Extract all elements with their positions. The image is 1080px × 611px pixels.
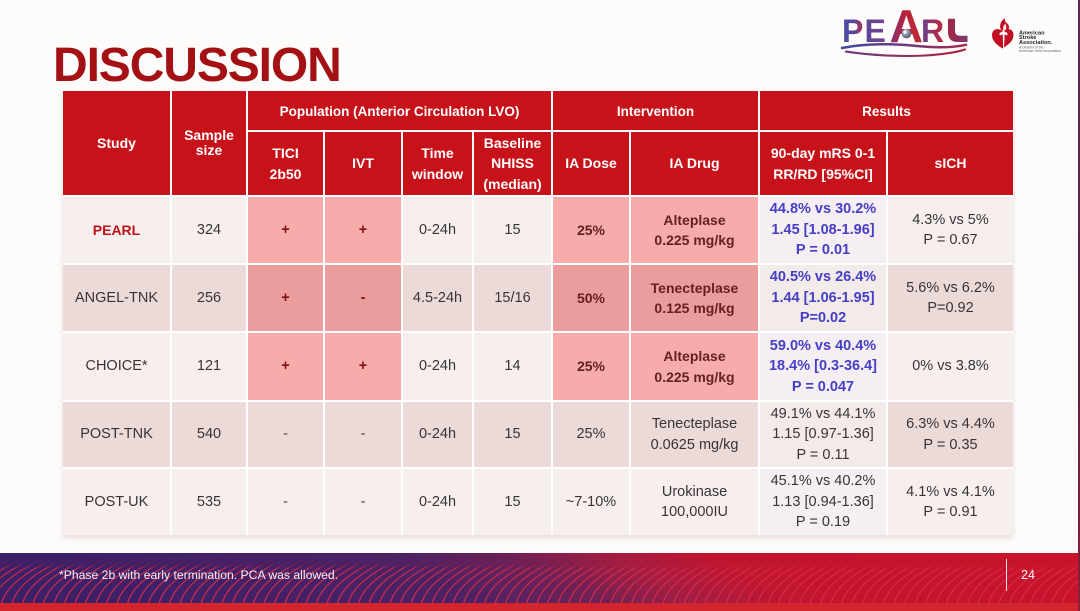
svg-text:A Division of the: A Division of the [1018, 45, 1043, 49]
svg-text:R: R [921, 13, 944, 49]
svg-text:Stroke: Stroke [1019, 35, 1036, 41]
svg-text:American: American [1019, 30, 1045, 36]
svg-text:E: E [865, 13, 886, 49]
svg-text:Association.: Association. [1019, 40, 1053, 46]
svg-text:P: P [842, 13, 863, 49]
svg-text:American Heart Association.: American Heart Association. [1018, 49, 1062, 53]
